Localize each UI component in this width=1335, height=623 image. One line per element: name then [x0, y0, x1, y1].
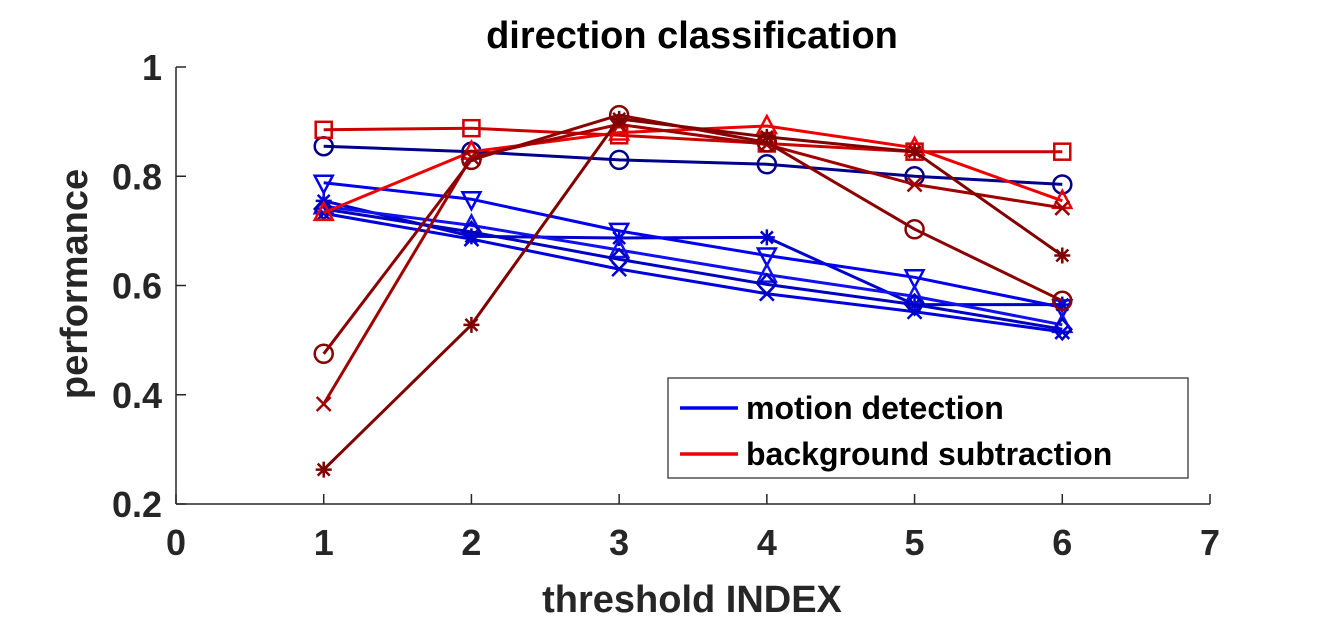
marker-triangle-up — [312, 200, 335, 222]
marker-asterisk — [1054, 296, 1071, 313]
chart-title: direction classification — [486, 15, 898, 57]
legend-label: background subtraction — [746, 436, 1112, 472]
x-tick-label: 5 — [905, 522, 925, 563]
marker-circle — [608, 149, 630, 171]
marker-asterisk — [1054, 247, 1071, 264]
marker-triangle-down — [312, 174, 335, 196]
marker-circle — [461, 149, 482, 171]
y-tick-label: 0.2 — [112, 484, 162, 525]
y-tick-label: 1 — [142, 47, 162, 88]
series-3 — [312, 174, 1074, 321]
marker-x — [906, 303, 923, 320]
series-1 — [313, 135, 1073, 195]
series-line — [323, 126, 1063, 154]
marker-asterisk — [758, 229, 775, 246]
series-9 — [315, 116, 1071, 412]
x-tick-label: 6 — [1052, 522, 1072, 563]
marker-asterisk — [611, 110, 628, 127]
y-tick-label: 0.4 — [112, 375, 162, 416]
legend-box — [667, 377, 1189, 479]
marker-square — [1053, 142, 1072, 161]
y-tick-label: 0.8 — [112, 156, 162, 197]
marker-x — [463, 231, 480, 247]
series-2 — [315, 192, 1071, 313]
marker-asterisk — [463, 228, 480, 245]
axes: 0 1 2 3 4 5 6 7 0.2 0.4 0.6 0.8 1 — [112, 47, 1220, 563]
marker-diamond — [756, 272, 778, 297]
marker-circle — [756, 153, 778, 175]
x-tick-label: 2 — [461, 522, 481, 563]
marker-diamond — [608, 247, 630, 272]
marker-circle — [313, 343, 334, 365]
y-tick-label: 0.6 — [112, 266, 162, 307]
y-axis-label: performance — [54, 169, 96, 399]
marker-triangle-up — [608, 237, 631, 259]
series-line — [323, 204, 1063, 327]
x-tick-label: 3 — [609, 522, 629, 563]
series-line — [323, 181, 1063, 309]
x-axis-label: threshold INDEX — [542, 579, 842, 621]
series-line — [323, 199, 1063, 307]
series-7 — [314, 118, 1072, 161]
marker-circle — [1052, 290, 1073, 312]
series-10 — [313, 104, 1073, 365]
marker-diamond — [1051, 317, 1073, 342]
marker-square — [314, 120, 333, 140]
series-line — [323, 211, 1063, 334]
series-line — [322, 122, 1063, 405]
marker-x — [906, 176, 923, 193]
x-tick-label: 7 — [1200, 522, 1220, 563]
marker-triangle-down — [755, 247, 778, 269]
series-layer — [312, 104, 1074, 478]
marker-triangle-down — [608, 222, 631, 244]
marker-triangle-down — [903, 269, 926, 290]
marker-asterisk — [315, 461, 332, 478]
legend: motion detection background subtraction — [667, 377, 1189, 479]
marker-diamond — [903, 292, 926, 317]
marker-triangle-down — [460, 190, 483, 212]
marker-square — [462, 118, 481, 138]
series-8 — [312, 113, 1074, 222]
marker-asterisk — [906, 143, 923, 160]
marker-circle — [904, 218, 925, 240]
series-11 — [315, 110, 1071, 478]
marker-diamond — [460, 220, 483, 244]
marker-asterisk — [463, 316, 480, 333]
x-tick-label: 4 — [757, 522, 777, 563]
legend-label: motion detection — [746, 390, 1004, 426]
marker-triangle-up — [755, 261, 778, 283]
series-6 — [313, 197, 1073, 342]
x-tick-label: 0 — [166, 522, 186, 563]
marker-x — [1054, 200, 1071, 216]
marker-x — [315, 396, 332, 412]
series-line — [323, 144, 1063, 186]
marker-asterisk — [758, 128, 775, 145]
marker-triangle-up — [608, 119, 631, 141]
series-line — [323, 207, 1063, 331]
series-line — [322, 117, 1064, 471]
x-tick-label: 1 — [314, 522, 334, 563]
